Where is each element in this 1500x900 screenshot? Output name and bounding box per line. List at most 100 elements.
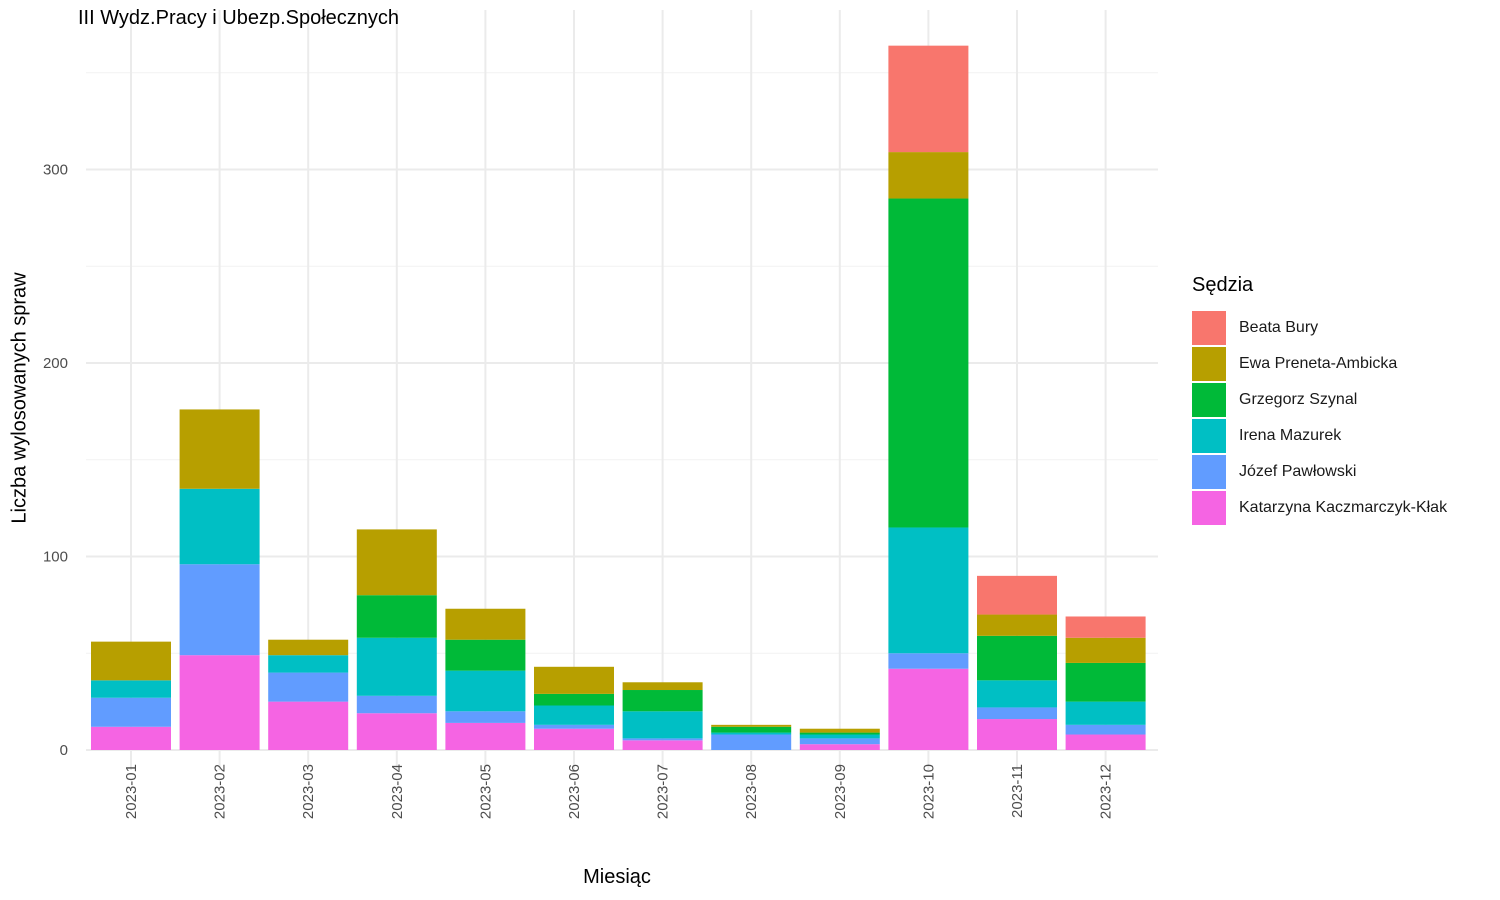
x-tick-label: 2023-03 — [300, 764, 317, 819]
bar-segment — [1065, 616, 1146, 638]
bar-segment — [799, 728, 880, 733]
chart-title: III Wydz.Pracy i Ubezp.Społecznych — [78, 7, 400, 29]
bar-segment — [1065, 724, 1146, 735]
bar-segment — [534, 724, 614, 729]
bar-segment — [534, 693, 614, 706]
bar-segment — [711, 734, 792, 750]
legend-item: Józef Pawłowski — [1192, 454, 1447, 490]
legend-label: Irena Mazurek — [1239, 427, 1342, 444]
bar-segment — [268, 639, 349, 656]
bar-segment — [622, 682, 703, 691]
bar-segment — [888, 653, 969, 669]
bar-segment — [268, 672, 349, 702]
bar-segment — [445, 608, 526, 640]
bar-segment — [1065, 637, 1146, 663]
bar-segment — [445, 639, 526, 671]
bar-segment — [622, 740, 703, 750]
legend-swatch — [1192, 419, 1226, 453]
legend-label: Katarzyna Kaczmarczyk-Kłak — [1239, 499, 1448, 516]
x-tick-label: 2023-07 — [655, 764, 672, 819]
x-tick-label: 2023-08 — [743, 764, 760, 819]
bar-segment — [179, 409, 260, 489]
x-tick-label: 2023-06 — [566, 764, 583, 819]
bar-segment — [445, 722, 526, 750]
legend-label: Ewa Preneta-Ambicka — [1239, 355, 1398, 372]
y-tick-label: 300 — [43, 162, 68, 179]
legend-title: Sędzia — [1192, 274, 1254, 296]
bar-segment — [268, 701, 349, 750]
bar-segment — [888, 668, 969, 750]
bar-segment — [179, 655, 260, 750]
y-axis-label: Liczba wylosowanych spraw — [8, 272, 31, 524]
bar-segment — [534, 705, 614, 725]
bar-segment — [799, 744, 880, 750]
bar-segment — [91, 680, 171, 698]
bar-segment — [1065, 701, 1146, 725]
bar-segment — [977, 614, 1057, 636]
x-axis-label: Miesiąc — [583, 866, 651, 888]
legend: Sędzia Beata Bury Ewa Preneta-Ambicka Grze… — [1192, 274, 1447, 526]
bar-segment — [888, 152, 969, 199]
bar-segment — [91, 641, 171, 681]
bar-segment — [799, 734, 880, 739]
bar-segment — [356, 695, 437, 714]
y-tick-label: 0 — [60, 742, 68, 759]
bar-segment — [179, 488, 260, 565]
legend-swatch — [1192, 491, 1226, 525]
bar-segment — [977, 575, 1057, 615]
bar-segment — [622, 690, 703, 712]
legend-item: Beata Bury — [1192, 310, 1447, 346]
legend-label: Grzegorz Szynal — [1239, 391, 1358, 408]
y-tick-label: 100 — [43, 549, 68, 566]
legend-item: Katarzyna Kaczmarczyk-Kłak — [1192, 490, 1447, 526]
bar-segment — [356, 713, 437, 750]
legend-item: Grzegorz Szynal — [1192, 382, 1447, 418]
bar-segment — [977, 680, 1057, 708]
bar-segment — [356, 529, 437, 596]
bar-segment — [268, 655, 349, 673]
legend-label: Beata Bury — [1239, 319, 1319, 336]
legend-item: Ewa Preneta-Ambicka — [1192, 346, 1447, 382]
bar-segment — [888, 198, 969, 528]
bar-segment — [711, 726, 792, 733]
bar-segment — [711, 732, 792, 735]
bar-segment — [799, 732, 880, 735]
bar-segment — [1065, 734, 1146, 750]
x-tick-label: 2023-05 — [477, 764, 494, 819]
legend-label: Józef Pawłowski — [1239, 463, 1357, 480]
x-tick-label: 2023-12 — [1098, 764, 1115, 819]
bar-segment — [356, 637, 437, 696]
bar-segment — [977, 707, 1057, 720]
bar-segment — [622, 711, 703, 739]
legend-items: Beata Bury Ewa Preneta-Ambicka Grzegorz Sz… — [1192, 310, 1447, 526]
legend-swatch — [1192, 383, 1226, 417]
legend-item: Irena Mazurek — [1192, 418, 1447, 454]
bar-segment — [799, 738, 880, 745]
x-tick-label: 2023-11 — [1009, 764, 1026, 818]
x-tick-label: 2023-09 — [832, 764, 849, 819]
legend-swatch — [1192, 455, 1226, 489]
bar-segment — [445, 670, 526, 712]
legend-swatch — [1192, 311, 1226, 345]
bar-segment — [356, 595, 437, 638]
bar-segment — [888, 527, 969, 654]
bar-segment — [977, 719, 1057, 750]
bar-segment — [534, 728, 614, 750]
bar-segment — [179, 564, 260, 656]
bar-segment — [91, 697, 171, 727]
x-tick-label: 2023-02 — [212, 764, 229, 819]
y-tick-label: 200 — [43, 355, 68, 372]
bar-segment — [534, 666, 614, 694]
bar-segment — [91, 726, 171, 750]
legend-swatch — [1192, 347, 1226, 381]
x-tick-label: 2023-10 — [920, 764, 937, 819]
x-tick-label: 2023-04 — [389, 764, 406, 819]
bar-segment — [977, 635, 1057, 681]
bar-segment — [445, 711, 526, 723]
x-tick-label: 2023-01 — [123, 764, 140, 819]
bar-segment — [622, 738, 703, 741]
bar-segment — [1065, 662, 1146, 702]
bar-segment — [888, 45, 969, 153]
bar-segment — [711, 724, 792, 727]
